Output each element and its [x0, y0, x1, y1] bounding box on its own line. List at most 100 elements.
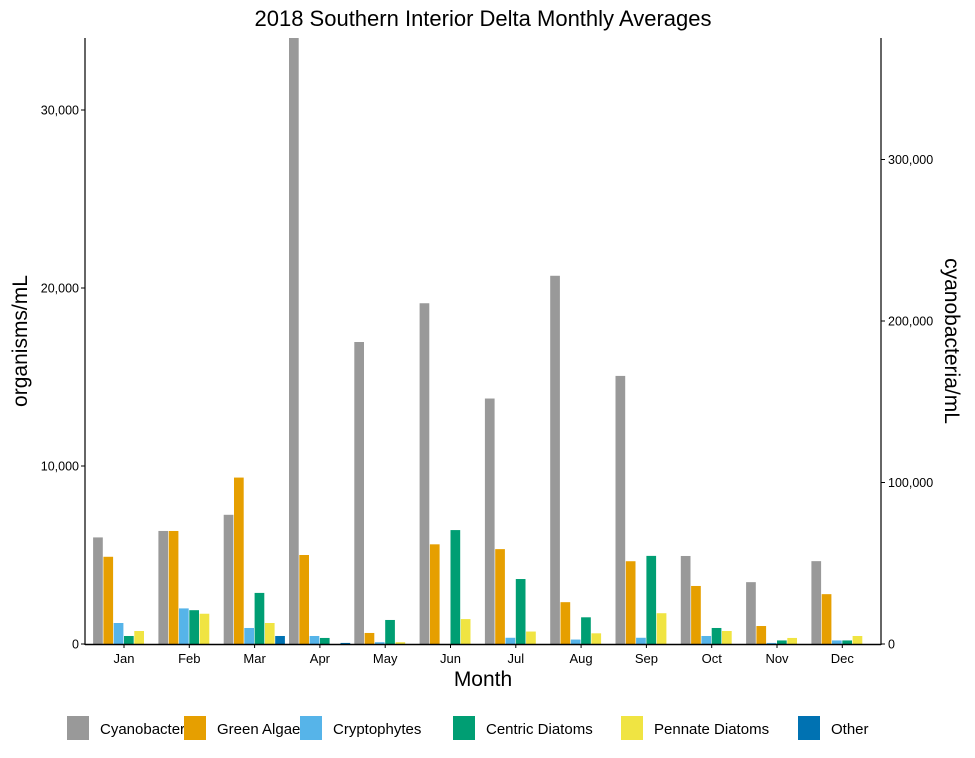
right-y-tick-label: 100,000	[888, 476, 933, 490]
bar-centric-diatoms-mar	[254, 592, 265, 644]
bar-cyanobacteria-may	[354, 342, 364, 644]
bar-green-algae-jan	[103, 556, 114, 644]
bar-cryptophytes-sep	[636, 637, 646, 644]
bar-cyanobacteria-apr	[289, 38, 299, 644]
bar-green-algae-may	[364, 632, 375, 644]
bar-cyanobacteria-jun	[419, 303, 430, 644]
x-tick-label-dec: Dec	[831, 651, 855, 666]
bar-pennate-diatoms-dec	[852, 635, 863, 644]
y-axis-title: organisms/mL	[9, 275, 32, 407]
bar-cryptophytes-apr	[309, 635, 320, 644]
x-tick-label-oct: Oct	[702, 651, 723, 666]
bar-centric-diatoms-aug	[581, 617, 591, 644]
x-ticks: Jan Feb Mar Apr May Jun Jul Aug Sep Oct Nov Dec	[114, 644, 855, 666]
bar-pennate-diatoms-nov	[787, 637, 797, 644]
x-tick-label-jun: Jun	[440, 651, 461, 666]
bar-centric-diatoms-sep	[646, 555, 657, 644]
bar-green-algae-oct	[691, 585, 701, 644]
right-y-tick-label: 300,000	[888, 153, 933, 167]
bar-centric-diatoms-apr	[319, 637, 330, 644]
bar-pennate-diatoms-mar	[264, 623, 275, 644]
bar-cryptophytes-nov	[766, 642, 777, 644]
bar-pennate-diatoms-jun	[460, 619, 471, 644]
legend-swatch-other	[798, 716, 820, 740]
legend-label-green-algae: Green Algae	[217, 721, 300, 738]
bar-cyanobacteria-aug	[550, 275, 560, 644]
left-y-tick-label: 30,000	[41, 104, 79, 118]
bar-green-algae-dec	[821, 594, 832, 644]
legend-label-centric-diatoms: Centric Diatoms	[486, 721, 593, 738]
bar-cyanobacteria-nov	[746, 582, 756, 644]
bar-pennate-diatoms-jan	[134, 631, 144, 644]
bar-centric-diatoms-jan	[124, 635, 134, 644]
axes	[84, 38, 882, 646]
legend-swatch-pennate-diatoms	[621, 716, 643, 740]
bar-green-algae-aug	[560, 602, 571, 644]
bar-cryptophytes-jan	[113, 623, 124, 644]
bar-cyanobacteria-dec	[811, 561, 822, 644]
bar-centric-diatoms-feb	[189, 610, 199, 644]
legend-label-cryptophytes: Cryptophytes	[333, 721, 421, 738]
bar-cyanobacteria-jan	[93, 537, 103, 644]
bar-centric-diatoms-may	[385, 619, 395, 644]
bar-cryptophytes-mar	[244, 627, 254, 644]
bar-cryptophytes-aug	[570, 639, 581, 644]
legend: Cyanobacteria Green Algae Cryptophytes Cent…	[67, 716, 869, 740]
x-tick-label-jan: Jan	[114, 651, 135, 666]
bar-cyanobacteria-oct	[680, 555, 691, 644]
bar-cyanobacteria-jul	[484, 398, 495, 644]
x-tick-label-may: May	[373, 651, 398, 666]
bar-centric-diatoms-dec	[842, 640, 852, 644]
bar-pennate-diatoms-sep	[656, 613, 667, 644]
bar-cyanobacteria-mar	[223, 514, 234, 644]
bar-green-algae-jun	[429, 544, 440, 644]
legend-swatch-cryptophytes	[300, 716, 322, 740]
bar-green-algae-sep	[625, 561, 636, 644]
bar-cryptophytes-jul	[505, 637, 516, 644]
bar-cryptophytes-oct	[701, 635, 712, 644]
bar-green-algae-mar	[234, 477, 244, 644]
left-y-ticks: 0 10,000 20,000 30,000	[41, 104, 85, 652]
legend-swatch-centric-diatoms	[453, 716, 475, 740]
bar-pennate-diatoms-may	[395, 642, 406, 644]
bar-cyanobacteria-feb	[158, 530, 169, 644]
right-y-tick-label: 0	[888, 638, 895, 652]
bar-cyanobacteria-sep	[615, 375, 626, 644]
bar-centric-diatoms-jul	[515, 579, 526, 644]
legend-swatch-cyanobacteria	[67, 716, 89, 740]
right-y-ticks: 0 100,000 200,000 300,000	[881, 153, 933, 652]
x-tick-label-sep: Sep	[635, 651, 658, 666]
right-y-tick-label: 200,000	[888, 315, 933, 329]
left-y-tick-label: 10,000	[41, 460, 79, 474]
bar-green-algae-nov	[756, 626, 767, 644]
x-tick-label-apr: Apr	[310, 651, 331, 666]
y2-axis-title: cyanobacteria/mL	[940, 258, 963, 424]
bar-green-algae-feb	[168, 530, 179, 644]
x-tick-label-nov: Nov	[765, 651, 789, 666]
x-tick-label-mar: Mar	[243, 651, 266, 666]
bar-cryptophytes-feb	[179, 608, 189, 644]
bar-pennate-diatoms-oct	[722, 631, 732, 644]
bar-cryptophytes-may	[374, 642, 385, 644]
bar-other-apr	[340, 642, 351, 644]
bar-centric-diatoms-jun	[450, 530, 461, 644]
bar-pennate-diatoms-feb	[199, 613, 210, 644]
bars-layer	[93, 38, 863, 644]
bar-green-algae-apr	[299, 555, 309, 644]
x-tick-label-aug: Aug	[570, 651, 593, 666]
bar-cryptophytes-dec	[832, 640, 842, 644]
bar-green-algae-jul	[495, 549, 505, 644]
x-tick-label-feb: Feb	[178, 651, 200, 666]
x-tick-label-jul: Jul	[507, 651, 524, 666]
bar-centric-diatoms-nov	[777, 640, 787, 644]
legend-swatch-green-algae	[184, 716, 206, 740]
bar-pennate-diatoms-jul	[526, 631, 536, 644]
chart-title: 2018 Southern Interior Delta Monthly Ave…	[255, 6, 712, 31]
left-y-tick-label: 20,000	[41, 282, 79, 296]
legend-label-other: Other	[831, 721, 869, 738]
bar-centric-diatoms-oct	[711, 627, 722, 644]
left-y-tick-label: 0	[72, 638, 79, 652]
bar-pennate-diatoms-aug	[591, 633, 602, 644]
legend-label-cyanobacteria: Cyanobacteria	[100, 721, 197, 738]
